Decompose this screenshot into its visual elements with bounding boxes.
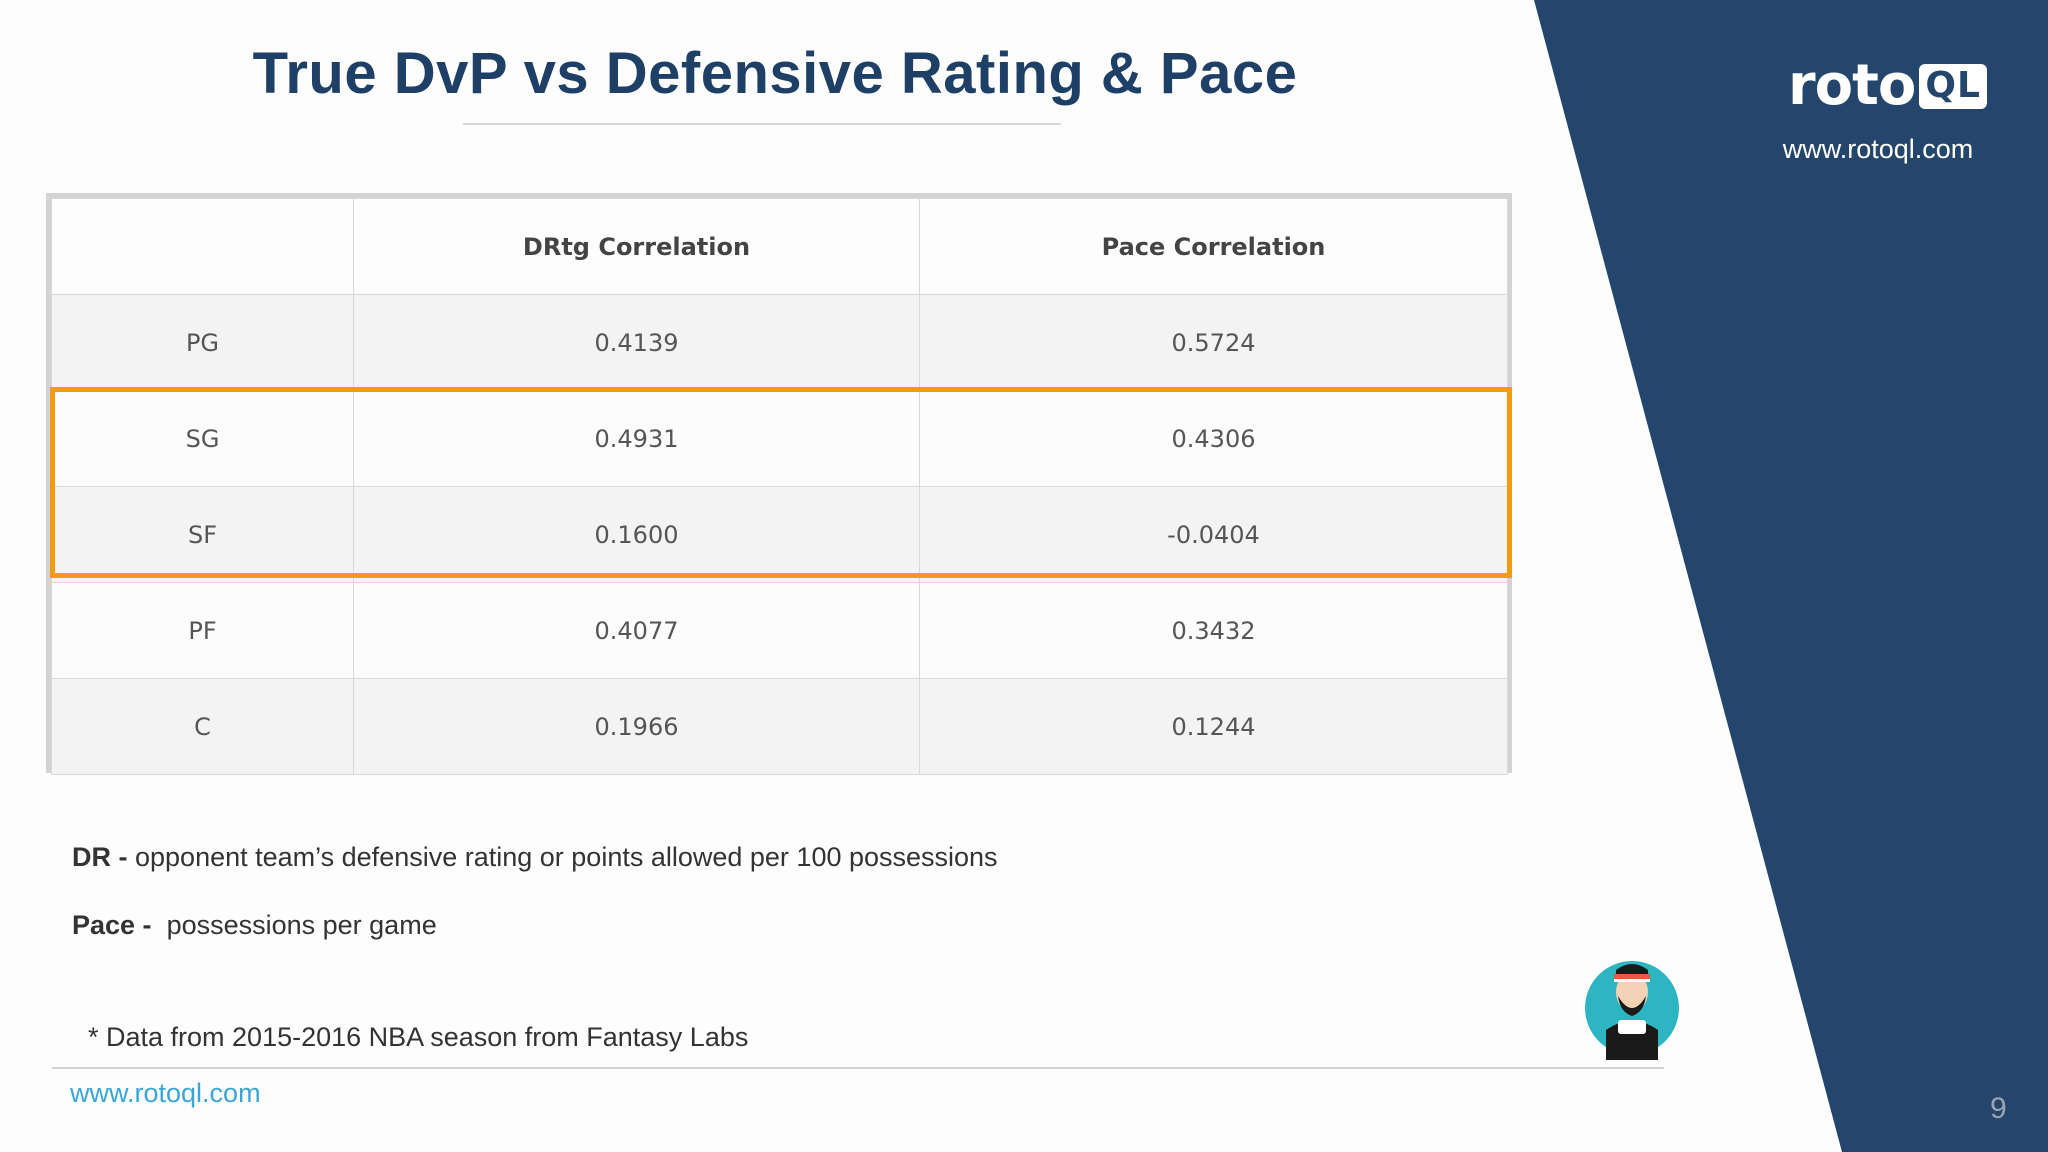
cell-drtg: 0.4077 [353, 582, 920, 679]
mascot-avatar-icon [1585, 961, 1679, 1060]
footer-divider [52, 1067, 1664, 1069]
definition-pace-text: possessions per game [151, 910, 437, 940]
definition-pace-term: Pace - [72, 910, 152, 940]
logo-wordmark: roto [1788, 53, 1916, 118]
cell-position: PG [51, 294, 354, 391]
table-header-row: DRtg Correlation Pace Correlation [51, 198, 1508, 295]
cell-drtg: 0.1966 [353, 678, 920, 775]
correlation-table: DRtg Correlation Pace Correlation PG 0.4… [51, 198, 1508, 775]
cell-drtg: 0.4931 [353, 390, 920, 487]
cell-drtg: 0.4139 [353, 294, 920, 391]
table-row: PF 0.4077 0.3432 [51, 582, 1508, 679]
rotoql-logo[interactable]: roto QL [1788, 52, 1988, 120]
cell-position: PF [51, 582, 354, 679]
cell-position: SG [51, 390, 354, 487]
data-source-footnote: * Data from 2015-2016 NBA season from Fa… [88, 1022, 749, 1052]
page-number: 9 [1990, 1092, 2007, 1125]
table-row: SF 0.1600 -0.0404 [51, 486, 1508, 583]
cell-pace: 0.1244 [919, 678, 1508, 775]
table-row: SG 0.4931 0.4306 [51, 390, 1508, 487]
cell-position: SF [51, 486, 354, 583]
cell-pace: 0.3432 [919, 582, 1508, 679]
cell-pace: -0.0404 [919, 486, 1508, 583]
cell-pace: 0.5724 [919, 294, 1508, 391]
definition-dr: DR - opponent team’s defensive rating or… [72, 842, 998, 873]
cell-pace: 0.4306 [919, 390, 1508, 487]
cell-position: C [51, 678, 354, 775]
title-divider [463, 123, 1061, 125]
header-url[interactable]: www.rotoql.com [1782, 134, 1974, 164]
definition-dr-text: opponent team’s defensive rating or poin… [127, 842, 998, 872]
correlation-table-frame: DRtg Correlation Pace Correlation PG 0.4… [46, 193, 1512, 775]
cell-drtg: 0.1600 [353, 486, 920, 583]
footer-url[interactable]: www.rotoql.com [70, 1078, 261, 1108]
table-row: PG 0.4139 0.5724 [51, 294, 1508, 391]
header-position [51, 198, 354, 295]
header-drtg-correlation: DRtg Correlation [353, 198, 920, 295]
logo-badge: QL [1919, 63, 1987, 109]
table-row: C 0.1966 0.1244 [51, 678, 1508, 775]
definition-dr-term: DR - [72, 842, 128, 872]
slide-title: True DvP vs Defensive Rating & Pace [252, 41, 1298, 106]
definition-pace: Pace - possessions per game [72, 910, 437, 941]
header-pace-correlation: Pace Correlation [919, 198, 1508, 295]
